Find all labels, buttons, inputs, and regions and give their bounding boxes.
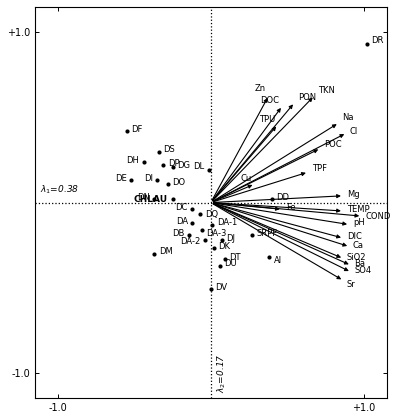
Text: DU: DU bbox=[224, 259, 237, 268]
Text: Cl: Cl bbox=[350, 126, 358, 136]
Text: DC: DC bbox=[176, 203, 188, 212]
Text: DA-1: DA-1 bbox=[217, 218, 237, 228]
Text: DI: DI bbox=[144, 174, 153, 183]
Text: Zn: Zn bbox=[255, 84, 266, 93]
Text: DL: DL bbox=[194, 163, 205, 171]
Text: $\lambda_2$=0.17: $\lambda_2$=0.17 bbox=[215, 354, 228, 393]
Text: DB: DB bbox=[172, 228, 185, 238]
Text: PON: PON bbox=[298, 92, 316, 102]
Text: DIC: DIC bbox=[347, 232, 362, 241]
Text: SO4: SO4 bbox=[354, 266, 372, 275]
Text: DG: DG bbox=[177, 160, 190, 170]
Text: DR: DR bbox=[371, 37, 384, 45]
Text: COND: COND bbox=[365, 212, 390, 220]
Text: DS: DS bbox=[164, 145, 175, 154]
Text: DM: DM bbox=[159, 247, 172, 256]
Text: DA: DA bbox=[176, 217, 188, 226]
Text: DQ: DQ bbox=[205, 210, 218, 219]
Text: SRPF: SRPF bbox=[257, 228, 278, 238]
Text: DOC: DOC bbox=[260, 96, 280, 105]
Text: DV: DV bbox=[215, 283, 228, 292]
Text: Cu: Cu bbox=[241, 174, 252, 183]
Text: CHLAU: CHLAU bbox=[134, 194, 168, 204]
Text: DO: DO bbox=[172, 178, 186, 186]
Text: Fe: Fe bbox=[286, 203, 295, 212]
Text: DJ: DJ bbox=[226, 234, 235, 243]
Text: TKN: TKN bbox=[318, 86, 335, 95]
Text: DT: DT bbox=[229, 252, 241, 262]
Text: TPU: TPU bbox=[259, 115, 275, 124]
Text: Na: Na bbox=[342, 113, 354, 122]
Text: Ba: Ba bbox=[354, 259, 366, 268]
Text: DN: DN bbox=[137, 193, 150, 202]
Text: DH: DH bbox=[126, 155, 139, 165]
Text: DD: DD bbox=[276, 193, 290, 202]
Text: DA-2: DA-2 bbox=[180, 237, 200, 246]
Text: Sr: Sr bbox=[347, 280, 356, 289]
Text: $\lambda_1$=0.38: $\lambda_1$=0.38 bbox=[40, 183, 79, 196]
Text: Al: Al bbox=[274, 256, 282, 265]
Text: Ca: Ca bbox=[353, 241, 364, 249]
Text: DK: DK bbox=[218, 242, 230, 251]
Text: DE: DE bbox=[115, 174, 127, 183]
Text: TPF: TPF bbox=[312, 164, 327, 173]
Text: DP: DP bbox=[168, 159, 180, 168]
Text: pH: pH bbox=[353, 218, 365, 228]
Text: POC: POC bbox=[324, 140, 342, 149]
Text: TEMP: TEMP bbox=[347, 205, 370, 214]
Text: Mg: Mg bbox=[347, 189, 360, 199]
Text: DA-3: DA-3 bbox=[206, 228, 226, 238]
Text: DF: DF bbox=[131, 125, 143, 134]
Text: SiO2: SiO2 bbox=[347, 252, 366, 262]
